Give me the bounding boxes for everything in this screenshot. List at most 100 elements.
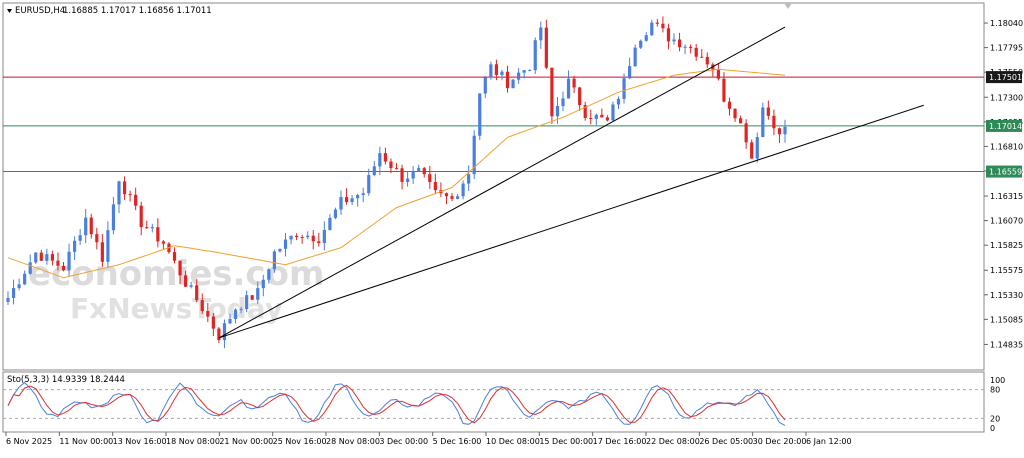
candle-body [750,142,754,159]
candle-body [511,79,515,89]
candle-body [178,260,182,276]
candle-body [478,93,482,136]
candle-body [616,98,621,105]
candle-body [222,323,227,341]
candle-body [73,240,77,252]
time-tick-label: 30 Dec 20:00 [753,437,807,446]
candle-body [256,288,260,300]
time-tick-label: 17 Dec 16:00 [593,437,647,446]
candle-body [350,198,354,203]
shift-marker-icon[interactable] [784,3,792,9]
candle-body [278,248,282,252]
price-tick-label: 1.16070 [990,217,1023,226]
time-tick-label: 28 Nov 08:00 [326,437,380,446]
candle-body [228,318,232,324]
candle-body [300,237,304,239]
candle-body [317,241,321,244]
candle-body [189,285,193,287]
candle-body [755,137,759,159]
candle-body [311,235,315,242]
time-tick-label: 22 Dec 08:00 [646,437,700,446]
candle-body [211,316,215,329]
candle-body [6,297,10,302]
time-tick-label: 3 Dec 00:00 [379,437,428,446]
candle-body [145,227,149,229]
candle-body [156,227,160,242]
candle-body [444,193,449,197]
candle-body [494,64,498,75]
candle-body [727,101,732,109]
candle-body [594,114,598,119]
candle-body [367,175,371,194]
candle-body [67,251,71,271]
price-axis: 1.180401.177951.175501.173001.170551.168… [984,19,1023,349]
time-tick-label: 6 Nov 2025 [6,437,52,446]
main-plot-frame [2,2,985,371]
candle-body [417,168,421,171]
candle-body [328,217,332,230]
candle-body [489,64,493,78]
candle-body [289,235,293,240]
candle-body [777,128,782,135]
level-badge-label: 1.16559 [989,168,1022,177]
candle-body [561,98,565,106]
candles [6,16,787,349]
time-tick-label: 6 Jan 12:00 [806,437,852,446]
candle-body [45,254,49,261]
candle-body [589,118,593,120]
candle-body [389,161,393,169]
candle-body [761,107,765,138]
candle-body [428,174,432,183]
candle-body [694,47,698,57]
candle-body [505,71,510,89]
time-tick-label: 26 Dec 05:00 [699,437,753,446]
level-badge [986,71,1022,84]
stochastic-signal-line [7,384,786,424]
candle-body [400,168,404,182]
candle-body [472,135,476,175]
price-tick-label: 1.14835 [990,340,1023,349]
candle-body [467,174,471,184]
dropdown-triangle-icon[interactable] [7,9,12,13]
price-tick-label: 1.16810 [990,142,1023,151]
candle-body [372,166,376,176]
candle-body [250,295,254,300]
price-tick-label: 1.18040 [990,19,1023,28]
price-tick-label: 1.15825 [990,241,1023,250]
candle-body [356,195,360,199]
candle-body [733,108,737,119]
candle-body [483,77,487,94]
candle-body [23,273,27,285]
trendlines [218,26,924,339]
candle-body [766,107,770,116]
candle-body [528,70,532,72]
candle-body [11,288,16,298]
candle-body [550,67,554,117]
candle-body [56,260,60,266]
candle-body [600,114,604,118]
candle-body [672,39,676,42]
candle-body [422,168,426,175]
candle-body [206,311,210,317]
candle-body [644,35,648,41]
candle-body [267,269,271,280]
oscillator-tick-label: 80 [990,386,1000,395]
time-tick-label: 25 Nov 16:00 [273,437,327,446]
candle-body [233,309,238,319]
horizontal-levels [3,76,984,173]
trendline [218,26,786,339]
oscillator-tick-label: 0 [990,424,995,433]
candle-body [539,27,543,41]
candle-body [450,196,454,199]
candle-body [34,252,38,263]
oscillator-frame [2,371,985,433]
candle-body [306,235,310,238]
candle-body [239,309,243,311]
candle-body [100,242,104,262]
price-tick-label: 1.17300 [990,93,1023,102]
time-tick-label: 21 Nov 00:00 [219,437,273,446]
watermark-line1: economies.com [28,254,324,294]
stochastic-main-line [7,381,786,426]
candle-body [661,23,665,29]
